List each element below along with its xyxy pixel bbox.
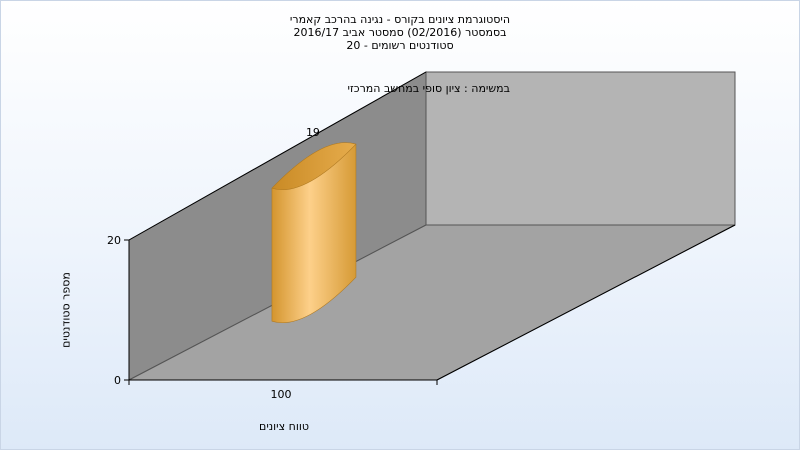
bar: 19	[271, 126, 357, 324]
bar-top-cap	[271, 142, 357, 191]
bar-data-label: 19	[306, 126, 320, 139]
y-tick-label: 20	[107, 234, 121, 247]
chart-title-line-2: בסמסטר (02/2016) סמסטר אביב 2016/17	[293, 26, 507, 39]
y-axis-depth-line	[128, 71, 427, 241]
x-tick-label: 100	[271, 388, 292, 401]
chart-subtitle: במשימה : ציון סופי במחשב המרכזי	[347, 82, 511, 95]
chart-axes	[128, 71, 736, 381]
chart-walls	[128, 71, 736, 381]
x-axis-label: טווח ציונים	[259, 420, 309, 433]
x-axis-depth-line	[436, 224, 736, 381]
y-axis-label: מספר סטודנטים	[59, 272, 73, 348]
chart-title-line-3: סטודנטים רשומים - 20	[346, 39, 454, 52]
chart-title-line-1: היסטוגרמת ציונים בקורס - נגינה בהרכב קאמ…	[289, 13, 511, 26]
y-tick-label: 0	[114, 374, 121, 387]
